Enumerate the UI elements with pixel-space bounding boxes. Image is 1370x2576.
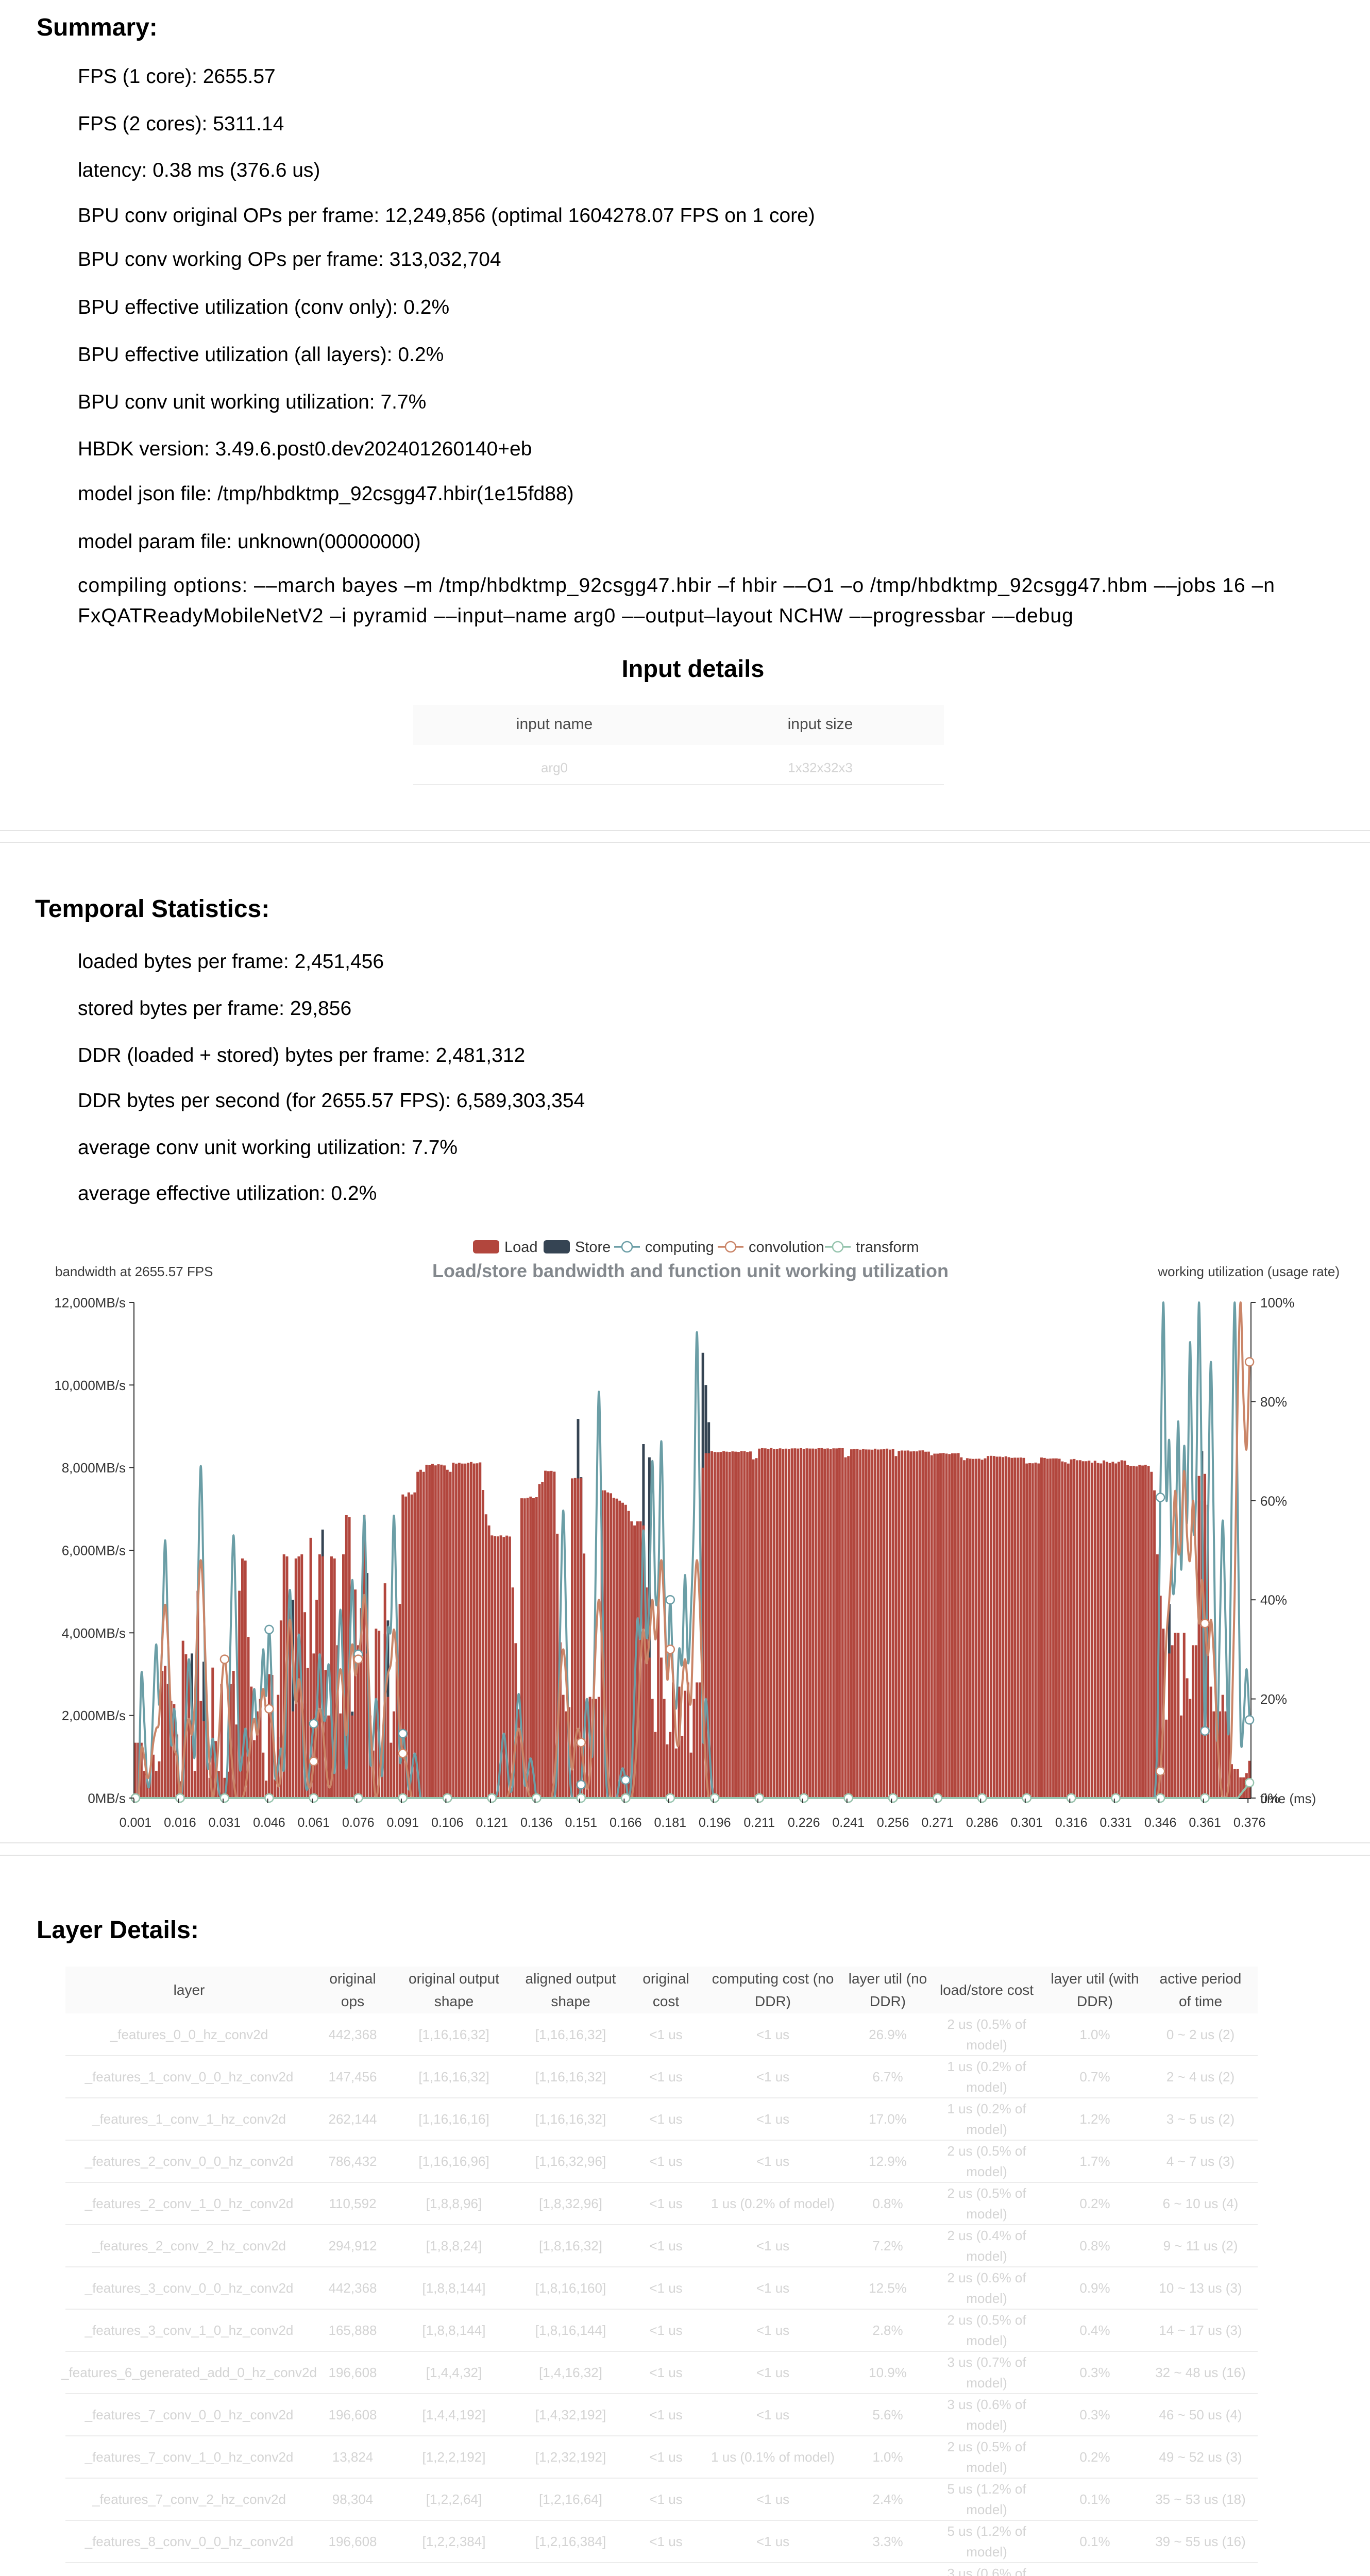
svg-text:0.256: 0.256 [877, 1816, 909, 1830]
svg-text:0MB/s: 0MB/s [88, 1791, 126, 1806]
svg-text:0.046: 0.046 [253, 1816, 285, 1830]
svg-text:bandwidth at 2655.57 FPS: bandwidth at 2655.57 FPS [55, 1264, 213, 1279]
svg-text:0.286: 0.286 [966, 1816, 999, 1830]
svg-text:Load: Load [504, 1239, 538, 1256]
svg-text:10,000MB/s: 10,000MB/s [54, 1378, 126, 1393]
svg-text:0.196: 0.196 [699, 1816, 731, 1830]
svg-text:0.061: 0.061 [298, 1816, 330, 1830]
svg-text:0.076: 0.076 [342, 1816, 375, 1830]
svg-text:0.031: 0.031 [209, 1816, 241, 1830]
svg-text:0.016: 0.016 [164, 1816, 196, 1830]
svg-text:0.001: 0.001 [120, 1816, 152, 1830]
svg-text:6,000MB/s: 6,000MB/s [62, 1543, 126, 1558]
svg-text:0.376: 0.376 [1233, 1816, 1266, 1830]
svg-text:12,000MB/s: 12,000MB/s [54, 1295, 126, 1311]
svg-text:0.166: 0.166 [610, 1816, 642, 1830]
svg-text:0.331: 0.331 [1100, 1816, 1132, 1830]
svg-text:100%: 100% [1260, 1295, 1295, 1311]
svg-text:0.361: 0.361 [1189, 1816, 1221, 1830]
svg-text:transform: transform [856, 1239, 919, 1256]
svg-text:0.151: 0.151 [565, 1816, 598, 1830]
svg-text:0%: 0% [1260, 1791, 1280, 1806]
svg-text:computing: computing [645, 1239, 714, 1256]
svg-text:20%: 20% [1260, 1691, 1287, 1707]
svg-text:40%: 40% [1260, 1592, 1287, 1608]
svg-text:convolution: convolution [749, 1239, 824, 1256]
svg-text:0.346: 0.346 [1144, 1816, 1177, 1830]
svg-text:0.316: 0.316 [1055, 1816, 1088, 1830]
svg-text:0.271: 0.271 [921, 1816, 954, 1830]
svg-text:0.091: 0.091 [387, 1816, 419, 1830]
svg-text:60%: 60% [1260, 1493, 1287, 1509]
svg-text:8,000MB/s: 8,000MB/s [62, 1460, 126, 1476]
svg-text:80%: 80% [1260, 1394, 1287, 1410]
svg-text:0.301: 0.301 [1010, 1816, 1043, 1830]
svg-text:4,000MB/s: 4,000MB/s [62, 1625, 126, 1641]
svg-text:2,000MB/s: 2,000MB/s [62, 1708, 126, 1723]
svg-text:0.241: 0.241 [832, 1816, 865, 1830]
svg-text:working utilization (usage rat: working utilization (usage rate) [1157, 1264, 1340, 1279]
svg-text:0.211: 0.211 [743, 1816, 775, 1830]
svg-text:Load/store bandwidth and funct: Load/store bandwidth and function unit w… [432, 1260, 949, 1281]
svg-text:Store: Store [575, 1239, 611, 1256]
svg-text:0.136: 0.136 [520, 1816, 553, 1830]
svg-text:0.226: 0.226 [788, 1816, 820, 1830]
svg-text:0.121: 0.121 [476, 1816, 509, 1830]
svg-text:time (ms): time (ms) [1260, 1791, 1316, 1806]
svg-text:0.181: 0.181 [654, 1816, 687, 1830]
svg-text:0.106: 0.106 [431, 1816, 464, 1830]
